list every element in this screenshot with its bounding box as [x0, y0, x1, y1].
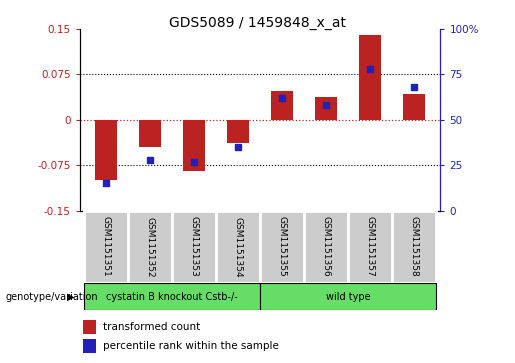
Bar [260, 283, 436, 310]
Bar [315, 97, 337, 120]
Point [322, 102, 330, 108]
Bar [183, 120, 205, 171]
Bar [403, 94, 425, 120]
Text: transformed count: transformed count [103, 322, 200, 332]
Point [234, 144, 242, 150]
Bar [359, 35, 381, 120]
Text: GDS5089 / 1459848_x_at: GDS5089 / 1459848_x_at [169, 16, 346, 30]
Bar [83, 339, 96, 353]
Bar [304, 211, 348, 283]
Bar [392, 211, 436, 283]
Text: GSM1151357: GSM1151357 [366, 216, 374, 277]
Bar [95, 120, 117, 180]
Bar [84, 283, 260, 310]
Bar [83, 320, 96, 334]
Text: GSM1151354: GSM1151354 [234, 216, 243, 277]
Text: genotype/variation: genotype/variation [5, 292, 98, 302]
Text: GSM1151351: GSM1151351 [101, 216, 111, 277]
Text: ▶: ▶ [67, 292, 75, 302]
Point [366, 66, 374, 72]
Bar [172, 211, 216, 283]
Point [146, 157, 154, 163]
Point [410, 84, 418, 90]
Bar [348, 211, 392, 283]
Bar [271, 91, 293, 120]
Bar [227, 120, 249, 143]
Text: GSM1151352: GSM1151352 [146, 216, 154, 277]
Text: GSM1151355: GSM1151355 [278, 216, 286, 277]
Point [102, 180, 110, 186]
Bar [128, 211, 172, 283]
Text: percentile rank within the sample: percentile rank within the sample [103, 341, 279, 351]
Text: GSM1151356: GSM1151356 [321, 216, 331, 277]
Point [278, 95, 286, 101]
Text: wild type: wild type [325, 292, 370, 302]
Text: cystatin B knockout Cstb-/-: cystatin B knockout Cstb-/- [106, 292, 238, 302]
Text: GSM1151358: GSM1151358 [409, 216, 419, 277]
Bar [84, 211, 128, 283]
Point [190, 159, 198, 164]
Bar [139, 120, 161, 147]
Bar [260, 211, 304, 283]
Bar [216, 211, 260, 283]
Text: GSM1151353: GSM1151353 [190, 216, 199, 277]
